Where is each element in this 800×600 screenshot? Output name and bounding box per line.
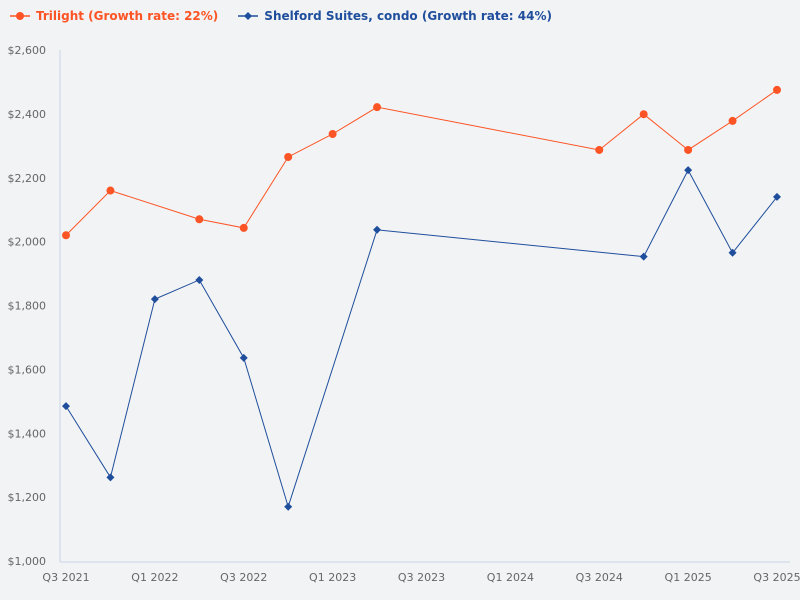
x-tick-label: Q1 2024 xyxy=(487,571,534,584)
data-point xyxy=(684,166,693,175)
data-point xyxy=(684,145,693,154)
series-line-0 xyxy=(65,89,778,236)
legend-marker-circle-icon xyxy=(10,12,30,20)
data-point xyxy=(595,145,604,154)
legend: Trilight (Growth rate: 22%) Shelford Sui… xyxy=(10,9,552,23)
data-point xyxy=(639,252,648,261)
data-point xyxy=(373,225,382,234)
x-tick-label: Q3 2023 xyxy=(398,571,445,584)
data-point xyxy=(373,103,382,112)
data-point xyxy=(773,192,781,201)
data-point xyxy=(639,110,648,119)
y-tick-label: $2,600 xyxy=(8,44,47,57)
legend-label: Shelford Suites, condo (Growth rate: 44%… xyxy=(264,9,552,23)
y-tick-label: $1,200 xyxy=(8,491,47,504)
legend-label: Trilight (Growth rate: 22%) xyxy=(36,9,219,23)
data-point xyxy=(728,248,737,257)
data-point xyxy=(328,129,337,138)
x-tick-label: Q3 2022 xyxy=(220,571,267,584)
legend-item-shelford[interactable]: Shelford Suites, condo (Growth rate: 44%… xyxy=(238,9,552,23)
y-tick-label: $2,000 xyxy=(8,236,47,249)
x-tick-label: Q3 2024 xyxy=(576,571,623,584)
y-tick-label: $1,000 xyxy=(8,555,47,568)
x-tick-label: Q1 2025 xyxy=(665,571,712,584)
data-point xyxy=(150,295,159,304)
x-tick-label: Q1 2023 xyxy=(309,571,356,584)
data-point xyxy=(284,152,293,161)
y-tick-label: $1,400 xyxy=(8,427,47,440)
legend-item-trilight[interactable]: Trilight (Growth rate: 22%) xyxy=(10,9,218,23)
data-point xyxy=(106,186,115,195)
data-point xyxy=(728,116,737,125)
y-tick-label: $2,200 xyxy=(8,172,47,185)
data-point xyxy=(195,275,204,284)
data-point xyxy=(239,223,248,232)
data-point xyxy=(195,215,204,224)
y-tick-label: $2,400 xyxy=(8,108,47,121)
data-point xyxy=(284,502,293,511)
series-line-1 xyxy=(65,169,778,509)
x-tick-label: Q3 2025 xyxy=(753,571,800,584)
data-point xyxy=(62,402,70,411)
y-tick-label: $1,800 xyxy=(8,300,47,313)
legend-marker-diamond-icon xyxy=(238,12,259,20)
data-point xyxy=(239,353,248,362)
x-tick-label: Q3 2021 xyxy=(42,571,89,584)
data-point xyxy=(773,85,781,94)
x-tick-label: Q1 2022 xyxy=(131,571,178,584)
data-point xyxy=(62,231,70,240)
y-tick-label: $1,600 xyxy=(8,363,47,376)
data-point xyxy=(106,473,115,482)
